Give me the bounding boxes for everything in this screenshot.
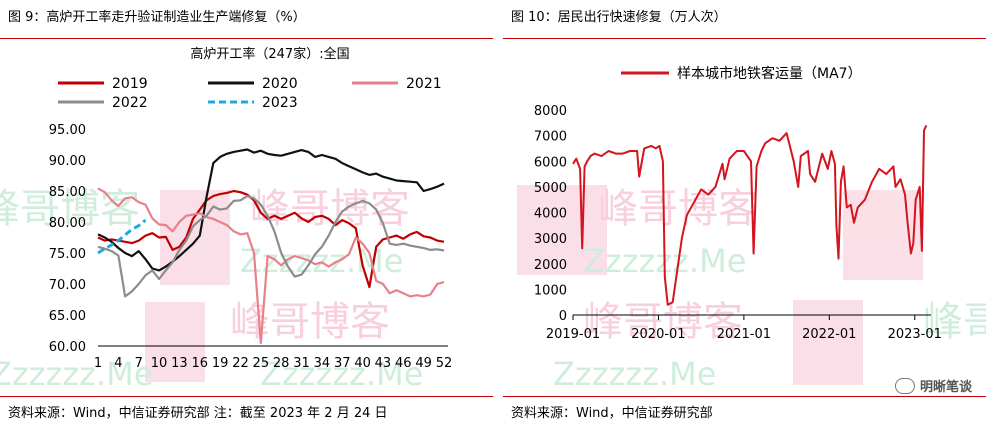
watermark-box <box>160 190 230 285</box>
left-figure-panel: 图 9：高炉开工率走升验证制造业生产端修复（%） 峰哥博客峰哥博客Zzzzzz.… <box>0 10 493 421</box>
series-line-2019 <box>97 189 445 289</box>
y-tick-label: 95.00 <box>49 123 86 138</box>
x-tick-label: 49 <box>415 356 432 371</box>
x-tick-label: 4 <box>114 356 122 371</box>
series-line-2022 <box>97 194 445 298</box>
x-tick-label: 2022-01 <box>802 327 856 342</box>
x-tick-label: 2019-01 <box>546 327 600 342</box>
source-rule <box>503 396 986 397</box>
x-tick-label: 22 <box>232 356 249 371</box>
x-tick-label: 31 <box>293 356 310 371</box>
legend-label-2023: 2023 <box>262 95 298 111</box>
wechat-icon <box>894 378 915 394</box>
watermark-box <box>145 302 205 382</box>
watermark-text: Zzzzzz.Me <box>260 355 423 393</box>
watermark-text: 峰哥博客 <box>250 186 410 232</box>
title-rule <box>503 38 986 39</box>
y-tick-label: 4000 <box>534 207 567 222</box>
title-rule <box>0 38 493 39</box>
watermark-text: 峰哥博客 <box>598 186 758 232</box>
x-tick-label: 37 <box>334 356 351 371</box>
x-tick-label: 28 <box>273 356 290 371</box>
watermark-text: Zzzzzz.Me <box>553 355 716 393</box>
y-tick-label: 85.00 <box>49 185 86 200</box>
watermark-text: 峰哥博客 <box>230 299 390 345</box>
x-tick-label: 13 <box>171 356 188 371</box>
y-tick-label: 2000 <box>534 258 567 273</box>
y-tick-label: 7000 <box>534 130 567 145</box>
legend-label-2019: 2019 <box>112 76 148 92</box>
x-tick-label: 10 <box>151 356 168 371</box>
y-tick-label: 75.00 <box>49 247 86 262</box>
x-tick-label: 16 <box>191 356 208 371</box>
x-tick-label: 19 <box>212 356 229 371</box>
watermark-text: 峰哥博客 <box>0 186 140 232</box>
watermark-text: Zzzzzz.Me <box>0 355 153 393</box>
y-tick-label: 80.00 <box>49 216 86 231</box>
legend-label: 样本城市地铁客运量（MA7） <box>677 65 862 82</box>
y-tick-label: 6000 <box>534 155 567 170</box>
x-tick-label: 25 <box>253 356 270 371</box>
watermark-box <box>517 185 607 275</box>
y-tick-label: 8000 <box>534 104 567 119</box>
x-tick-label: 40 <box>354 356 371 371</box>
legend-label-2022: 2022 <box>112 95 148 111</box>
x-tick-label: 2023-01 <box>888 327 942 342</box>
series-line-subway <box>572 124 928 306</box>
y-tick-label: 65.00 <box>49 309 86 324</box>
y-tick-label: 90.00 <box>49 154 86 169</box>
series-line-2023 <box>97 218 147 255</box>
y-tick-label: 70.00 <box>49 278 86 293</box>
y-tick-label: 0 <box>559 309 567 324</box>
figure-9-source: 资料来源：Wind，中信证券研究部 注：截至 2023 年 2 月 24 日 <box>8 406 388 421</box>
x-tick-label: 2021-01 <box>717 327 771 342</box>
x-tick-label: 34 <box>314 356 331 371</box>
figure-10-source: 资料来源：Wind，中信证券研究部 <box>511 406 713 421</box>
figure-9-title: 图 9：高炉开工率走升验证制造业生产端修复（%） <box>8 10 306 25</box>
right-figure-panel: 图 10：居民出行快速修复（万人次） 峰哥博客 Zzzzzz.Me 峰哥博客 Zzzz… <box>503 0 986 431</box>
legend-label-2020: 2020 <box>262 76 298 92</box>
series-line-2020 <box>97 148 445 272</box>
wechat-badge: 明晰笔谈 <box>894 376 972 395</box>
y-tick-label: 60.00 <box>49 340 86 355</box>
badge-label: 明晰笔谈 <box>919 380 972 395</box>
figure-10-title: 图 10：居民出行快速修复（万人次） <box>511 10 727 25</box>
watermark-box <box>843 190 923 280</box>
watermark-text: 峰哥博客 <box>583 299 743 345</box>
x-tick-label: 7 <box>135 356 143 371</box>
watermark-box <box>793 300 863 385</box>
y-tick-label: 1000 <box>534 283 567 298</box>
x-tick-label: 1 <box>94 356 102 371</box>
subway-ridership-chart: 峰哥博客Zzzzzz.Me峰哥博客Zzzzzz.Me峰哥博客样本城市地铁客运量（… <box>517 65 986 393</box>
x-tick-label: 43 <box>375 356 392 371</box>
series-line-2021 <box>97 187 445 344</box>
watermark-text: 峰哥博客 <box>923 299 986 345</box>
y-tick-label: 5000 <box>534 181 567 196</box>
legend-label-2021: 2021 <box>406 76 442 92</box>
chart-title: 高炉开工率（247家）:全国 <box>190 46 349 62</box>
x-tick-label: 46 <box>395 356 412 371</box>
y-tick-label: 3000 <box>534 232 567 247</box>
x-tick-label: 52 <box>436 356 453 371</box>
x-tick-label: 2020-01 <box>631 327 685 342</box>
blast-furnace-chart: 峰哥博客峰哥博客Zzzzzz.Me峰哥博客Zzzzzz.MeZzzzzz.Me高… <box>0 46 453 393</box>
source-rule <box>0 396 493 397</box>
